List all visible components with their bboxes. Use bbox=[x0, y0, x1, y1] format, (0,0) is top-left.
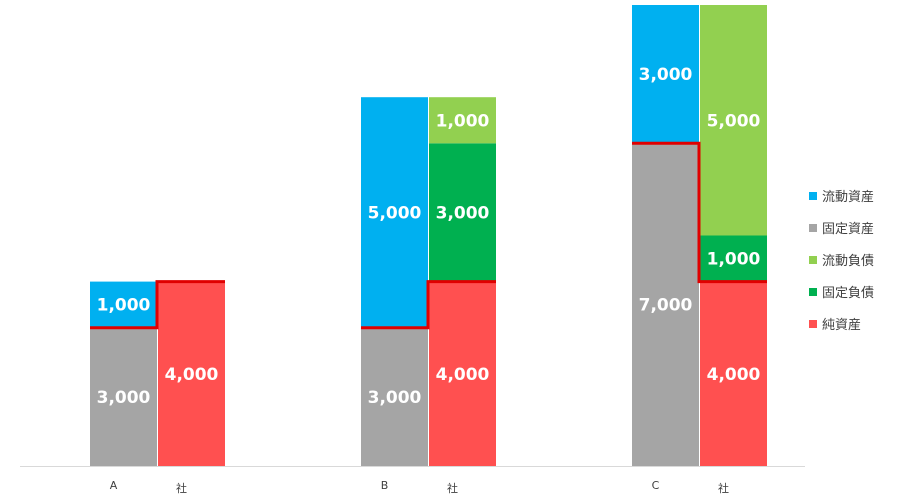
boundary-line-b bbox=[361, 280, 496, 330]
bar-a-current-assets bbox=[90, 281, 157, 328]
bar-c-current-assets bbox=[632, 5, 699, 144]
data-label-b-fixed-assets: 3,000 bbox=[368, 388, 422, 408]
x-tick-suffix-b: 社 bbox=[447, 481, 458, 495]
legend-swatch-net-assets bbox=[809, 320, 817, 328]
data-label-a-fixed-assets: 3,000 bbox=[97, 388, 151, 408]
bar-b-current-liabilities bbox=[429, 97, 496, 144]
data-label-c-fixed-liabilities: 1,000 bbox=[707, 250, 761, 270]
bar-b-fixed-assets bbox=[361, 327, 428, 466]
bar-c-net-assets bbox=[700, 281, 767, 466]
bar-b-fixed-liabilities bbox=[429, 143, 496, 282]
x-tick-suffix-a: 社 bbox=[176, 481, 187, 495]
data-label-a-net-assets: 4,000 bbox=[165, 365, 219, 385]
data-label-b-current-liabilities: 1,000 bbox=[436, 111, 490, 131]
x-tick-label-b: B bbox=[381, 479, 389, 492]
legend-label-current-assets: 流動資産 bbox=[822, 189, 874, 205]
legend-swatch-current-assets bbox=[809, 192, 817, 200]
data-label-c-current-liabilities: 5,000 bbox=[707, 111, 761, 131]
data-label-c-current-assets: 3,000 bbox=[639, 65, 693, 85]
bar-c-fixed-liabilities bbox=[700, 235, 767, 282]
legend-swatch-current-liabilities bbox=[809, 256, 817, 264]
legend-label-fixed-assets: 固定資産 bbox=[822, 221, 874, 237]
data-label-c-net-assets: 4,000 bbox=[707, 365, 761, 385]
bar-c-fixed-assets bbox=[632, 143, 699, 467]
legend-label-net-assets: 純資産 bbox=[822, 317, 861, 333]
bar-c-current-liabilities bbox=[700, 5, 767, 236]
bar-a-net-assets bbox=[158, 281, 225, 466]
bar-a-fixed-assets bbox=[90, 327, 157, 466]
data-label-b-fixed-liabilities: 3,000 bbox=[436, 203, 490, 223]
bar-b-current-assets bbox=[361, 97, 428, 328]
boundary-lines-layer bbox=[90, 141, 767, 330]
x-tick-suffix-c: 社 bbox=[718, 481, 729, 495]
x-tick-label-c: C bbox=[652, 479, 660, 492]
bars-layer bbox=[90, 5, 767, 467]
data-label-b-net-assets: 4,000 bbox=[436, 365, 490, 385]
bar-b-net-assets bbox=[429, 281, 496, 466]
boundary-line-a bbox=[90, 280, 225, 330]
legend-label-current-liabilities: 流動負債 bbox=[822, 254, 874, 269]
boundary-line-c bbox=[632, 141, 767, 284]
data-labels-layer: 3,000 1,000 4,000 3,000 5,000 4,000 3,000 1,000… bbox=[97, 65, 761, 408]
legend-swatch-fixed-assets bbox=[809, 224, 817, 232]
x-tick-label-a: A bbox=[110, 479, 118, 492]
legend-label-fixed-liabilities: 固定負債 bbox=[822, 286, 874, 301]
data-label-c-fixed-assets: 7,000 bbox=[639, 296, 693, 316]
legend-swatch-fixed-liabilities bbox=[809, 288, 817, 296]
data-label-a-current-assets: 1,000 bbox=[97, 296, 151, 316]
data-label-b-current-assets: 5,000 bbox=[368, 203, 422, 223]
